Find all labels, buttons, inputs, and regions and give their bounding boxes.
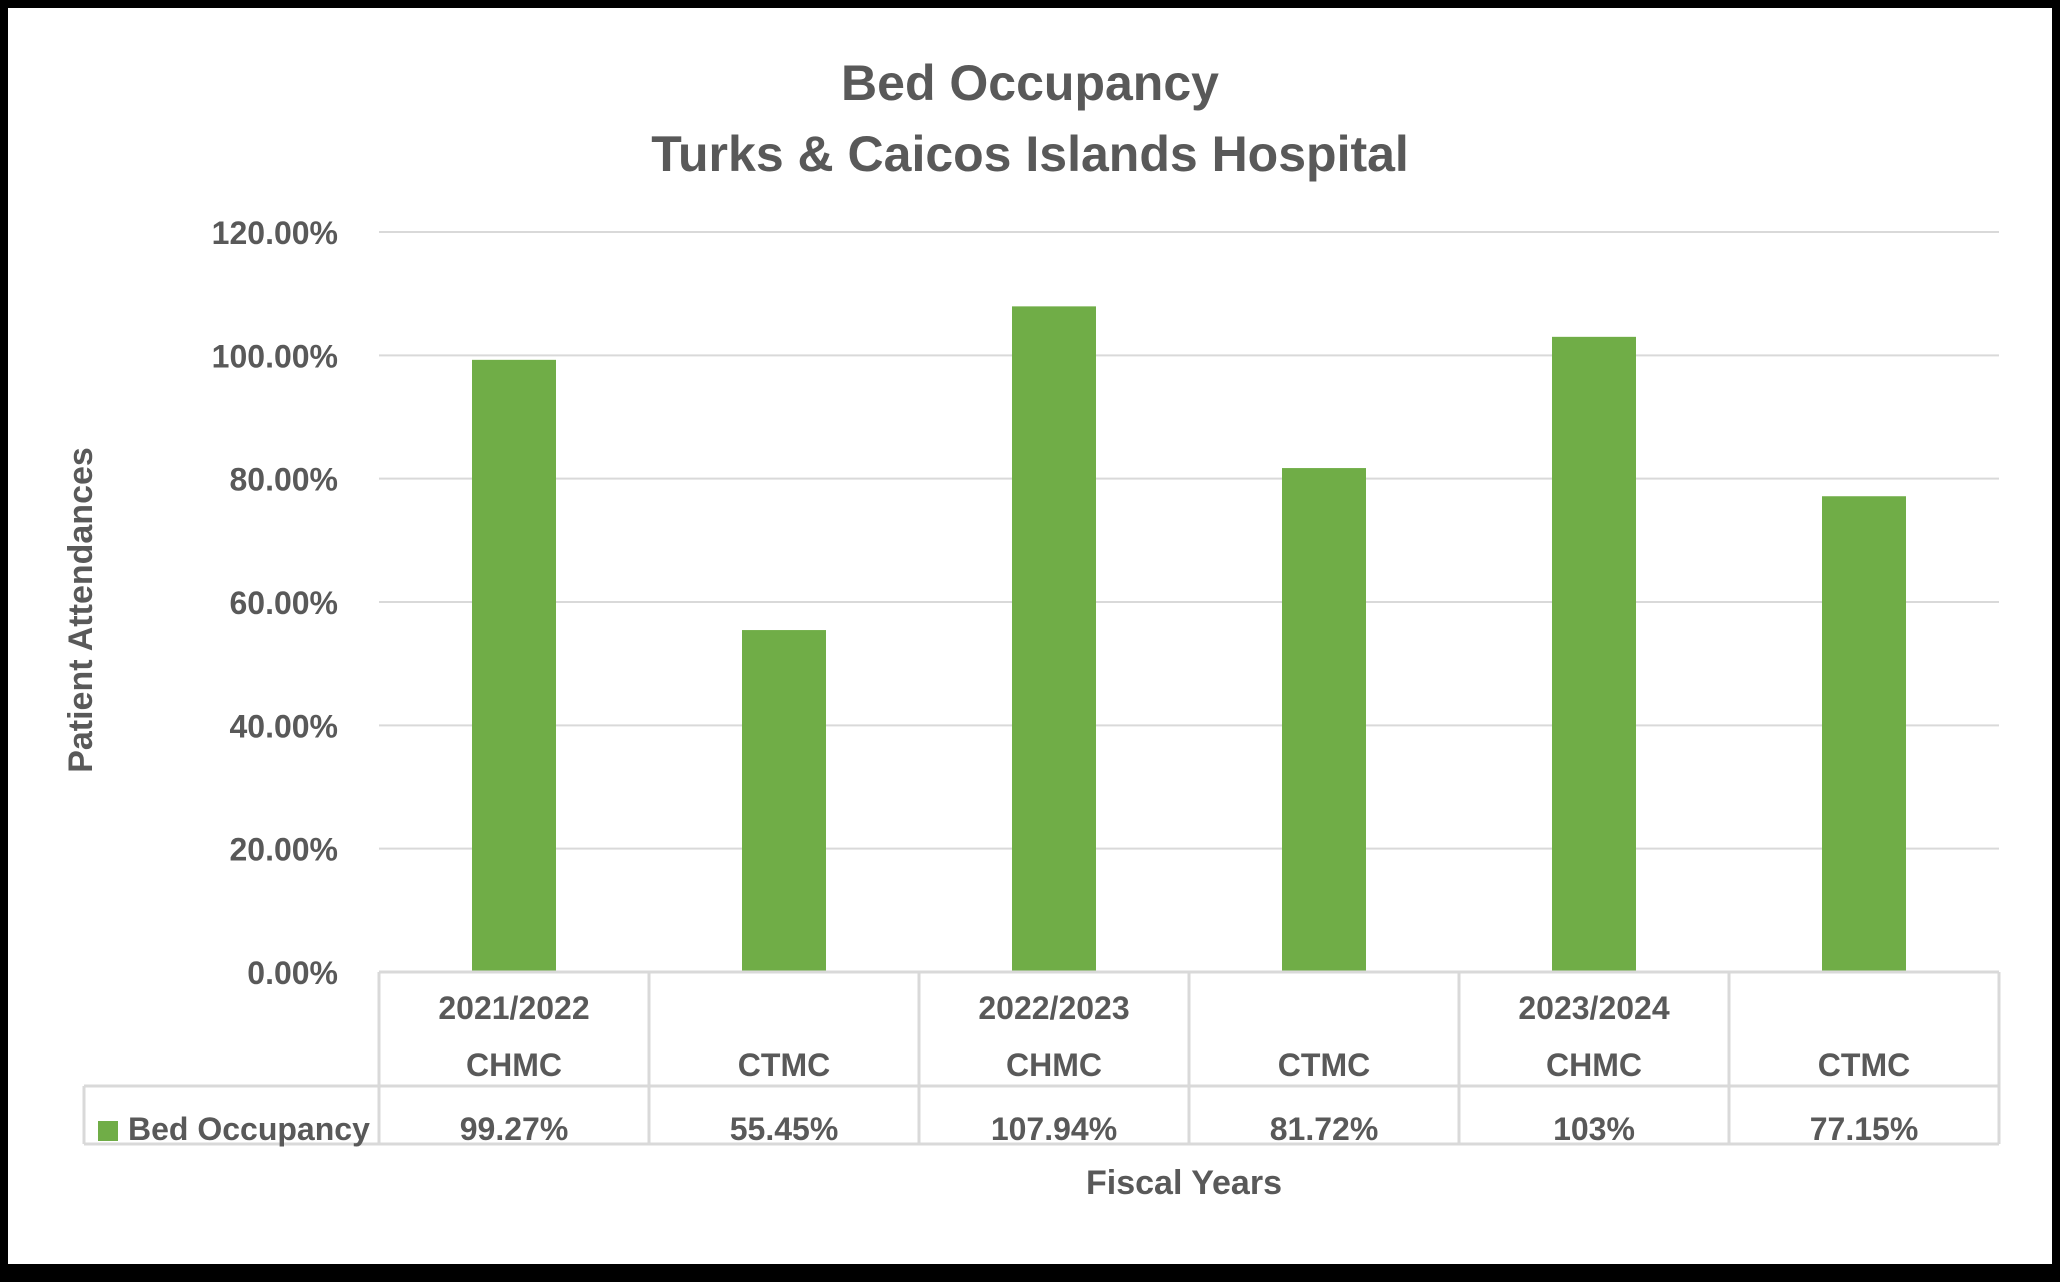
y-tick-label: 80.00% (229, 462, 338, 498)
bar (742, 630, 826, 972)
x-tick-label: CTMC (738, 1047, 830, 1083)
x-tick-label: CHMC (466, 1047, 562, 1083)
data-label: 77.15% (1810, 1111, 1919, 1147)
gridlines (379, 231, 1999, 850)
bar-chart: Bed Occupancy Turks & Caicos Islands Hos… (62, 55, 2001, 1202)
bar (1282, 468, 1366, 972)
bar (1012, 306, 1096, 972)
x-tick-label: CTMC (1278, 1047, 1370, 1083)
chart-frame: Bed Occupancy Turks & Caicos Islands Hos… (8, 8, 2052, 1264)
bar (1822, 496, 1906, 972)
bar (1552, 336, 1636, 972)
data-label: 81.72% (1270, 1111, 1379, 1147)
legend-label: Bed Occupancy (128, 1111, 370, 1147)
x-group-label: 2021/2022 (438, 990, 589, 1026)
x-tick-label: CTMC (1818, 1047, 1910, 1083)
y-axis-label: Patient Attendances (62, 447, 100, 773)
y-axis-ticks: 0.00% 20.00% 40.00% 60.00% 80.00% 100.00% 120.… (212, 215, 338, 991)
data-label: 55.45% (730, 1111, 839, 1147)
data-label: 107.94% (991, 1111, 1117, 1147)
legend-swatch (98, 1121, 118, 1141)
chart-title: Bed Occupancy (841, 55, 1219, 111)
x-group-label: 2022/2023 (978, 990, 1129, 1026)
x-tick-label: CHMC (1006, 1047, 1102, 1083)
chart-subtitle: Turks & Caicos Islands Hospital (651, 126, 1409, 182)
y-tick-label: 40.00% (229, 708, 338, 744)
bars (472, 306, 1906, 973)
x-group-label: 2023/2024 (1518, 990, 1669, 1026)
data-table: 2021/2022 2022/2023 2023/2024 CHMC CTMC CHMC C… (82, 970, 2001, 1147)
x-tick-label: CHMC (1546, 1047, 1642, 1083)
data-label: 103% (1553, 1111, 1635, 1147)
y-tick-label: 0.00% (247, 955, 338, 991)
y-tick-label: 60.00% (229, 585, 338, 621)
data-label: 99.27% (460, 1111, 569, 1147)
y-tick-label: 120.00% (212, 215, 338, 251)
y-tick-label: 100.00% (212, 338, 338, 374)
x-axis-label: Fiscal Years (1086, 1164, 1282, 1202)
y-tick-label: 20.00% (229, 832, 338, 868)
bar (472, 359, 556, 973)
